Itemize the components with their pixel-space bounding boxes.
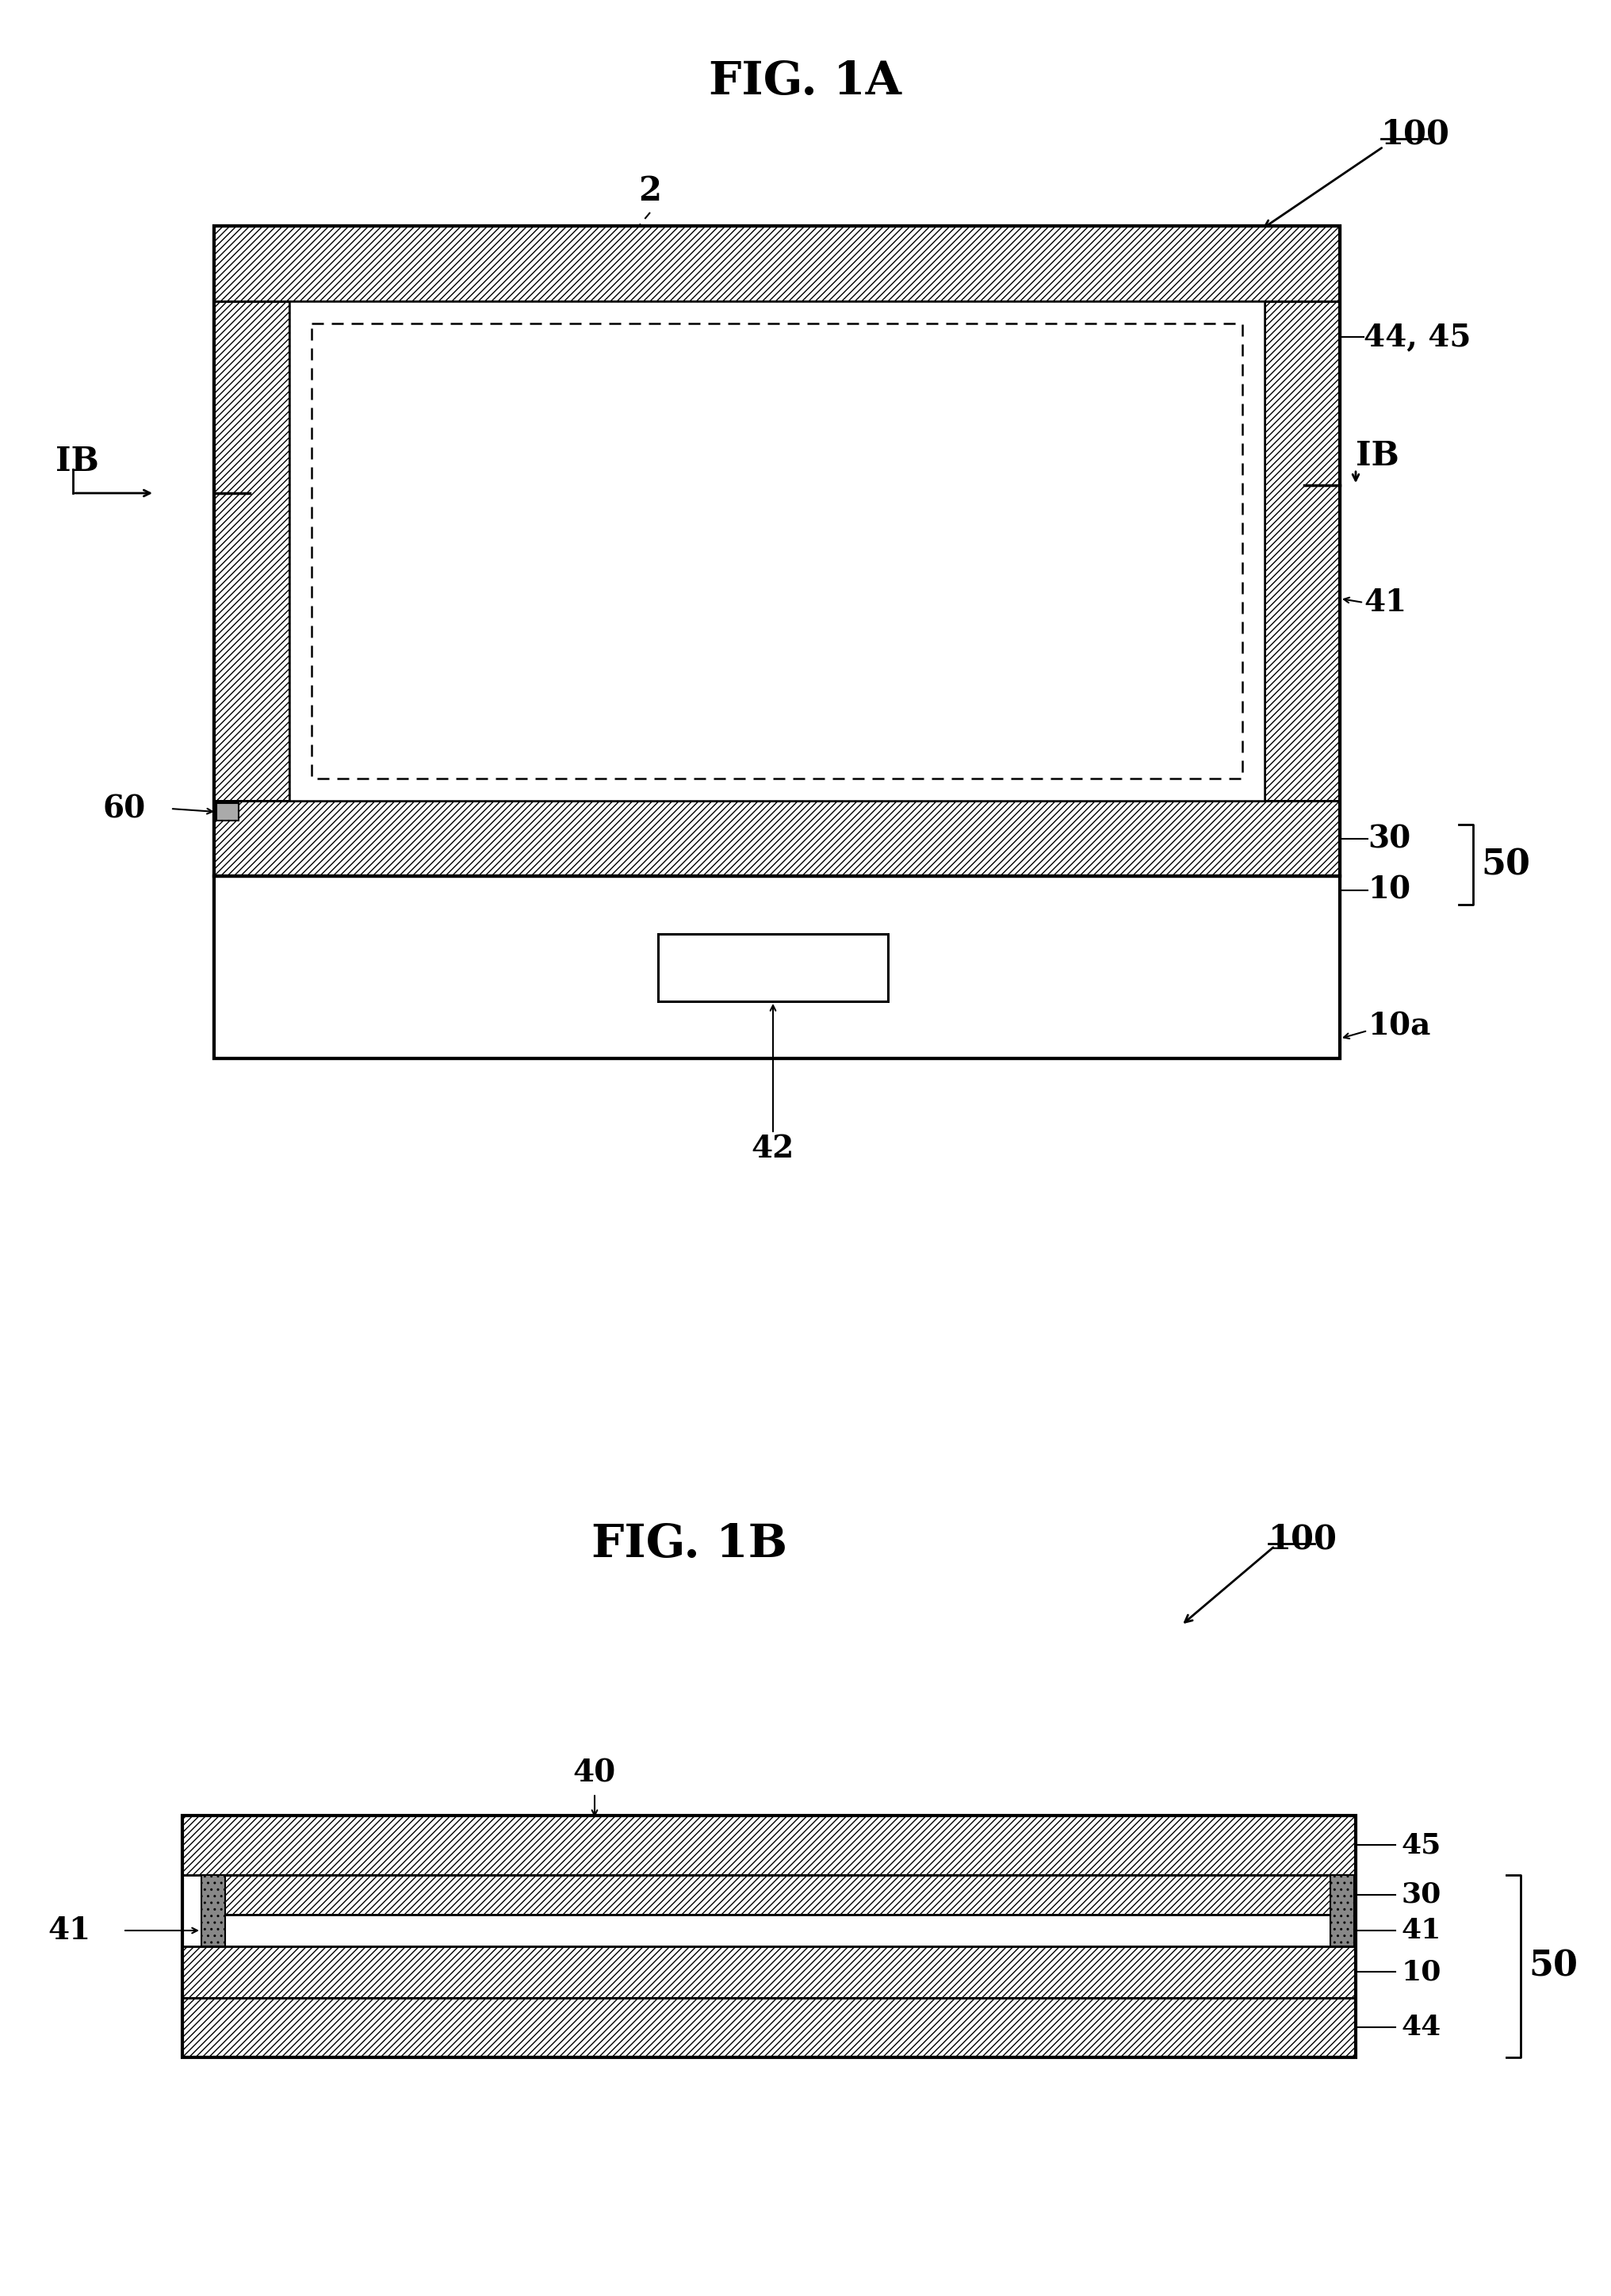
- Text: FIG. 1A: FIG. 1A: [709, 60, 902, 103]
- Bar: [214, 225, 1339, 301]
- Text: 41: 41: [48, 1915, 90, 1945]
- Text: 50: 50: [1527, 1949, 1577, 1984]
- Bar: [182, 1998, 1355, 2057]
- Bar: [290, 301, 1265, 801]
- Bar: [201, 1876, 226, 1947]
- Bar: [182, 1816, 1355, 2057]
- Text: 30: 30: [1402, 1880, 1440, 1908]
- Bar: [1329, 1876, 1353, 1947]
- Text: 2: 2: [638, 174, 661, 207]
- Text: 100: 100: [1381, 117, 1450, 152]
- Bar: [182, 1947, 1355, 1998]
- Bar: [214, 301, 290, 801]
- Text: 45: 45: [1402, 1832, 1440, 1857]
- Bar: [201, 1876, 1355, 1915]
- Bar: [201, 1915, 1355, 1947]
- Bar: [214, 225, 1339, 301]
- Text: IB: IB: [1355, 439, 1398, 473]
- Text: 41: 41: [1363, 588, 1406, 618]
- Bar: [214, 225, 1339, 877]
- Bar: [182, 1816, 1355, 1876]
- Text: 60: 60: [103, 794, 147, 824]
- Bar: [216, 804, 238, 820]
- Bar: [1265, 301, 1339, 801]
- Bar: [201, 1876, 1355, 1915]
- Bar: [214, 225, 1339, 1058]
- Bar: [182, 1998, 1355, 2057]
- Text: 100: 100: [1268, 1522, 1337, 1554]
- Text: 10a: 10a: [1366, 1013, 1431, 1042]
- Bar: [657, 934, 888, 1001]
- Text: 10: 10: [1366, 875, 1410, 905]
- Bar: [214, 801, 1339, 877]
- Text: 44, 45: 44, 45: [1363, 321, 1471, 351]
- Bar: [182, 1947, 1355, 1998]
- Text: IB: IB: [55, 445, 98, 478]
- Bar: [1265, 301, 1339, 801]
- Bar: [214, 225, 1339, 877]
- Text: FIG. 1B: FIG. 1B: [591, 1522, 788, 1566]
- Text: 42: 42: [751, 1134, 794, 1164]
- Bar: [182, 1816, 1355, 1876]
- Text: 30: 30: [1366, 824, 1410, 854]
- Bar: [214, 801, 1339, 877]
- Text: 50: 50: [1481, 847, 1529, 882]
- Bar: [214, 877, 1339, 1058]
- Text: 41: 41: [1402, 1917, 1440, 1945]
- Text: 10: 10: [1402, 1958, 1440, 1986]
- Bar: [311, 324, 1242, 778]
- Text: 44: 44: [1402, 2014, 1440, 2041]
- Text: 40: 40: [574, 1759, 615, 1789]
- Bar: [214, 301, 290, 801]
